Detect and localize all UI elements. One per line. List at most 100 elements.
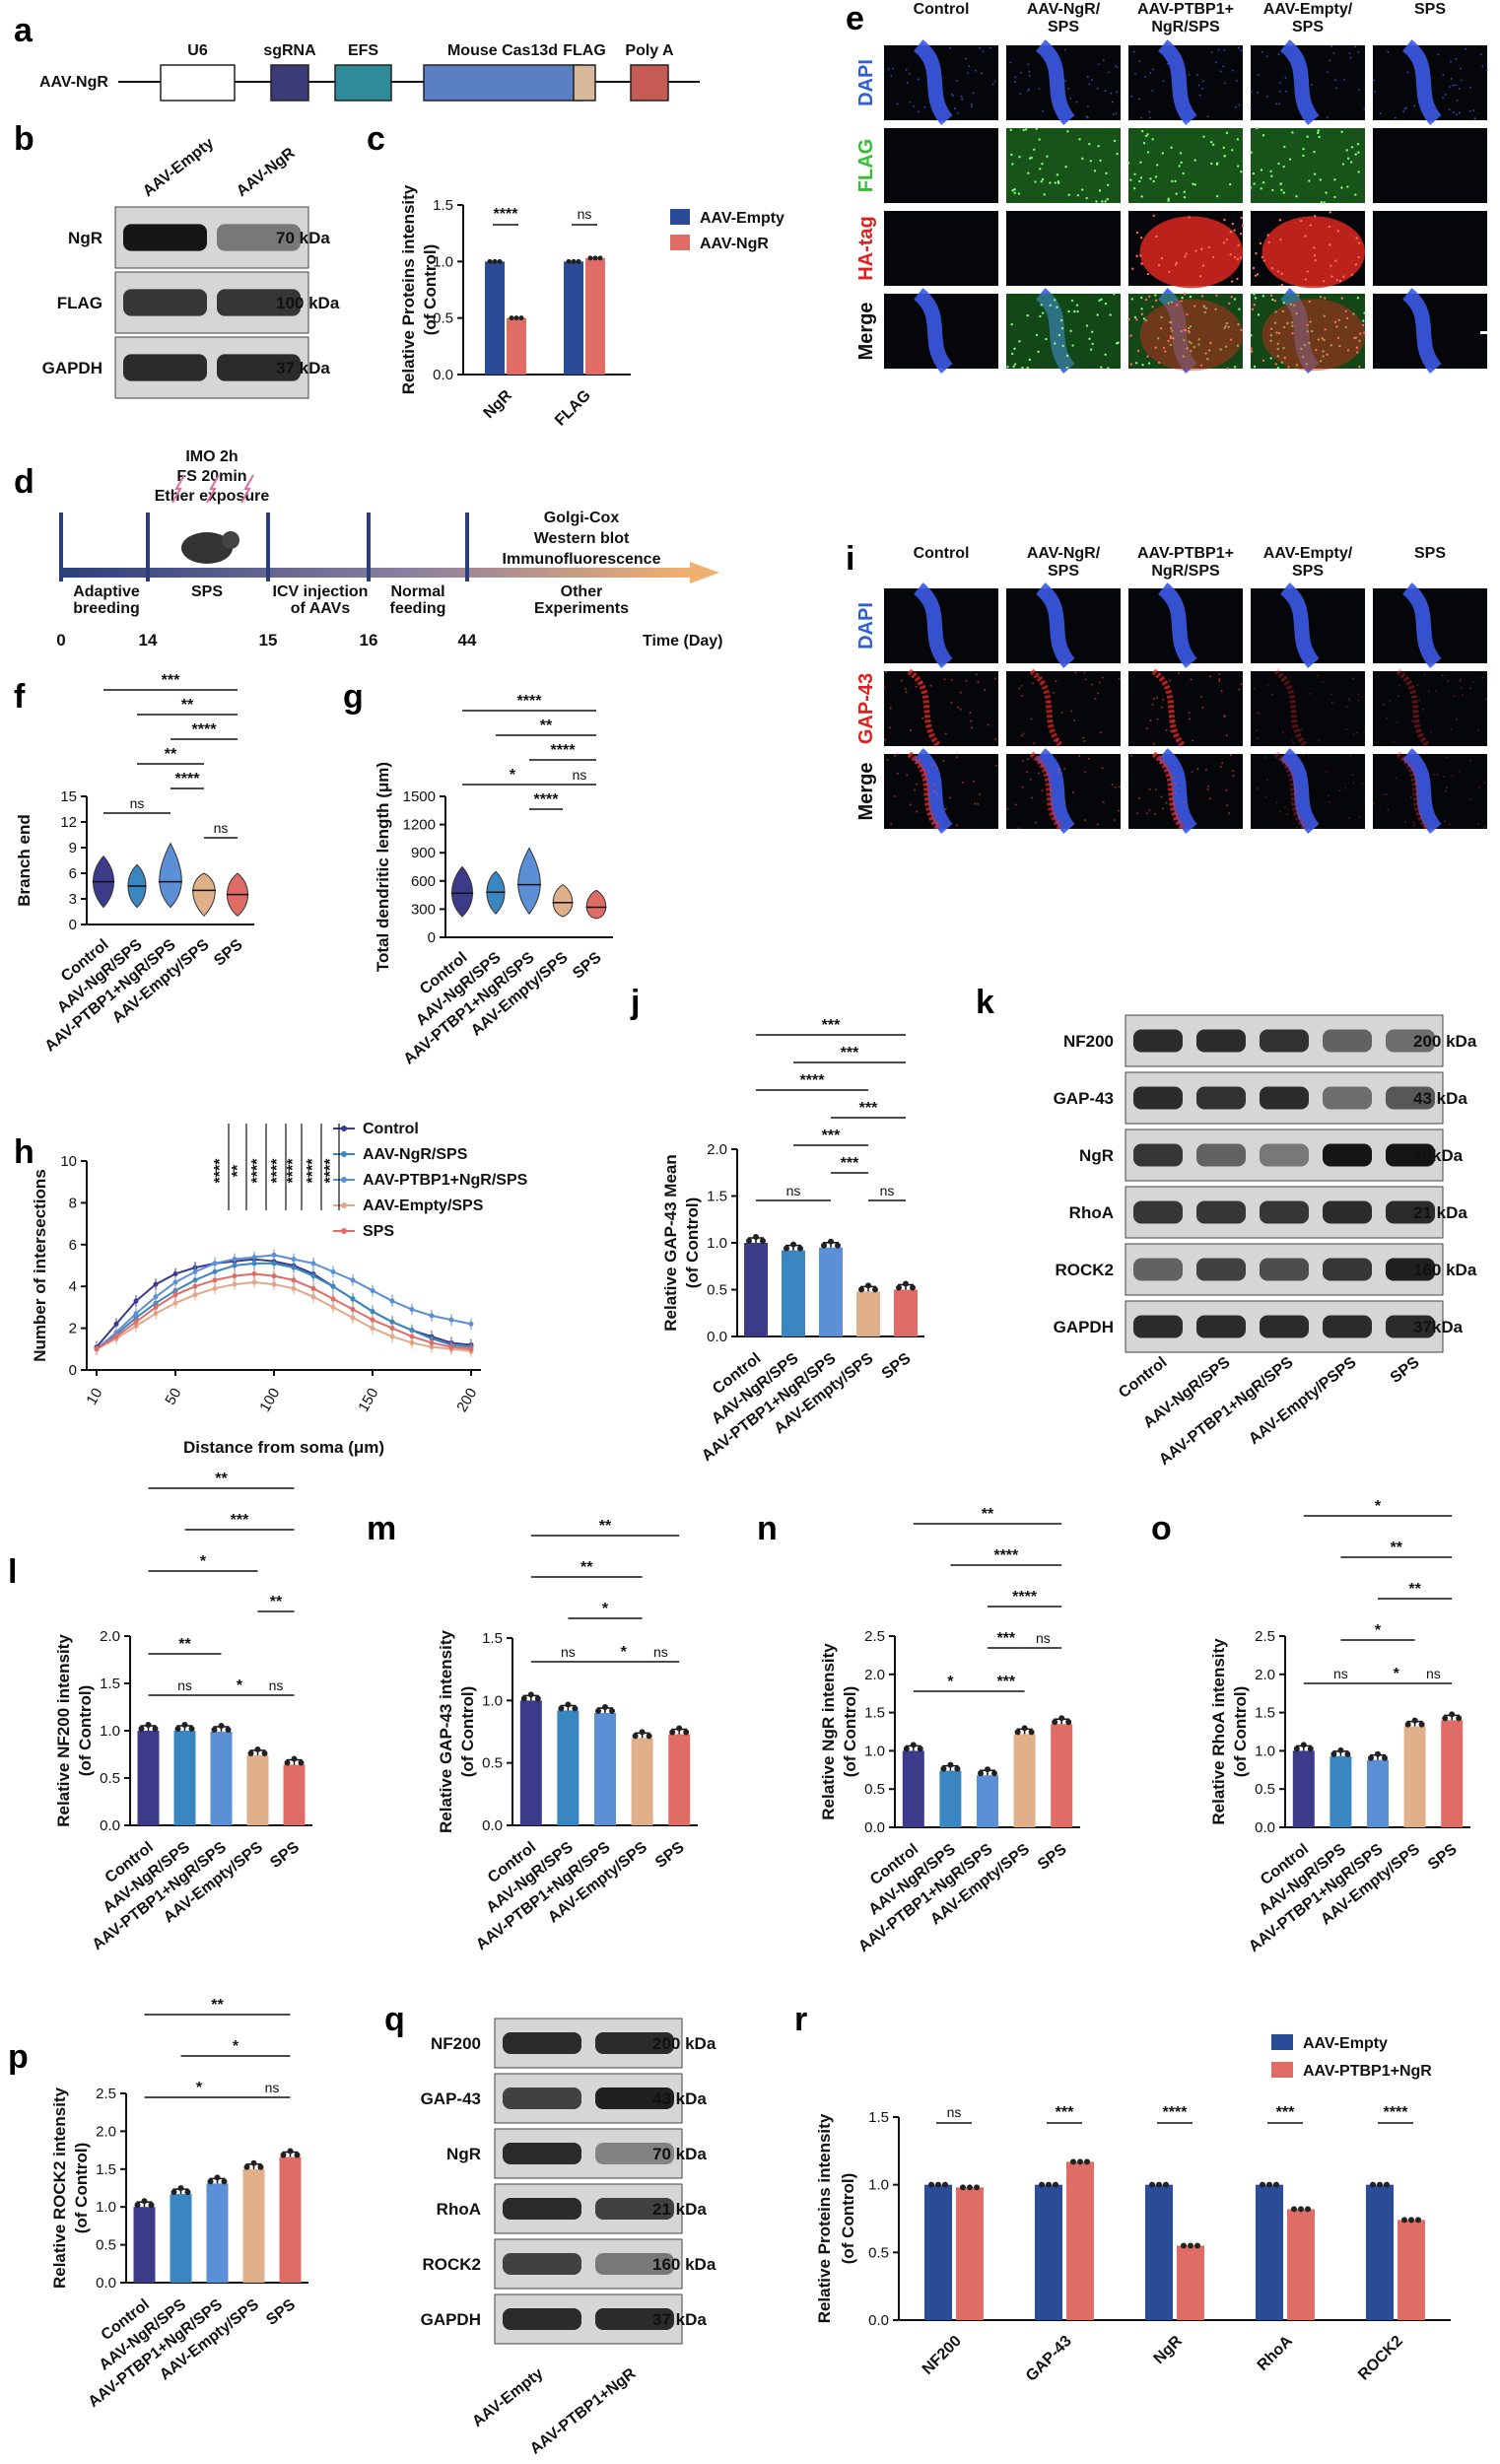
significance-label: ** [540,718,553,734]
timeline-axis-label: Time (Day) [643,633,723,650]
flag-puncta [1197,338,1200,341]
flag-puncta [1323,338,1326,342]
micrograph-cell [1128,668,1243,748]
ha-tag-puncta [1231,222,1235,226]
scale-bar [1480,331,1494,334]
dapi-nucleus [967,72,970,75]
bar [1330,1755,1352,1827]
data-point [587,255,593,261]
blot-row-label: GAPDH [421,2310,481,2329]
gap43-puncta [1206,785,1209,787]
y-tick-label: 1200 [403,817,436,834]
experiment-label: Golgi-Cox [544,510,620,526]
dapi-nucleus [1224,82,1226,85]
gap43-puncta [1084,771,1087,774]
gap43-signal [1396,751,1431,831]
flag-puncta [1316,131,1320,135]
flag-puncta [1104,353,1107,356]
gap43-puncta [915,685,918,688]
gap43-puncta [1416,684,1419,687]
data-point [207,2178,214,2185]
ha-tag-puncta [1338,279,1342,283]
blot-band [595,2198,674,2220]
gap43-puncta [1330,702,1333,705]
gap43-puncta [1151,703,1154,706]
data-point [1384,2181,1390,2188]
data-point [94,1346,100,1352]
gap43-puncta [1162,698,1165,701]
image-column-label-line: AAV-Empty/ [1263,545,1353,562]
gap43-puncta [1264,756,1267,759]
flag-puncta [1180,161,1183,165]
gap43-puncta [896,753,899,756]
dapi-nucleus [1335,87,1338,90]
blot-kda-label: 160 kDa [652,2255,716,2274]
dapi-nucleus [968,65,971,68]
data-point [170,2189,177,2196]
flag-puncta [1034,180,1037,183]
gap43-puncta [959,691,962,694]
dapi-nucleus [1460,79,1463,82]
blot-row-label: NgR [446,2145,481,2163]
dapi-nucleus [1144,76,1146,78]
ha-tag-puncta [1225,238,1229,241]
significance-label: *** [996,1630,1015,1647]
image-column-label-line: NgR/SPS [1151,563,1220,580]
ha-tag-puncta [1308,300,1311,304]
x-category-label: GAP-43 [1023,2333,1075,2385]
gap43-puncta [1429,730,1432,733]
flag-puncta [1274,310,1277,313]
dapi-nucleus [918,110,920,113]
timeline-segment-label-line: Adaptive [73,583,140,600]
flag-puncta [1357,171,1360,173]
dapi-nucleus [1046,49,1048,52]
flag-puncta [1317,129,1320,132]
significance-label: ** [599,1518,612,1535]
gap43-puncta [1035,821,1038,824]
x-tick-label: 50 [162,1386,184,1408]
construct-element-label: Mouse Cas13d [447,42,558,59]
x-category-label: SPS [263,2296,299,2329]
dapi-nucleus [1110,92,1113,95]
image-column-label: AAV-PTBP1+NgR/SPS [1137,545,1234,580]
image-column-label-line: SPS [1292,19,1324,35]
dapi-cell-layer [1279,582,1320,668]
gap43-puncta [1481,676,1484,679]
y-tick-label: 1.5 [707,1189,727,1205]
series-line [96,1258,472,1348]
micrograph-cell [1006,39,1121,125]
gap43-puncta [1290,738,1293,741]
flag-puncta [1012,365,1015,369]
gap43-puncta [1432,824,1435,827]
panel-label: k [976,984,994,1021]
image-column-label-line: AAV-PTBP1+ [1137,545,1234,562]
y-tick-label: 12 [60,814,77,831]
dapi-nucleus [953,107,956,109]
significance-label: * [602,1601,609,1617]
x-category-label: AAV-PTBP1+NgR/SPS [41,936,178,1056]
blot-row-label: GAPDH [42,359,102,377]
bar [1177,2245,1204,2320]
blot-row-label: GAPDH [1054,1318,1114,1336]
data-point [251,1270,257,1276]
data-point [271,1252,277,1258]
bar [279,2156,302,2283]
ha-tag-puncta [1333,320,1337,324]
gap43-puncta [890,822,893,825]
gap43-puncta [1357,699,1360,702]
gap43-puncta [1232,775,1235,778]
ha-tag-puncta [1328,225,1330,229]
gap43-puncta [1316,674,1319,677]
gap43-puncta [1204,769,1207,772]
micrograph-background [1006,671,1121,746]
y-tick-label: 1.0 [1255,1743,1275,1759]
data-point [492,258,498,264]
gap43-puncta [1098,681,1101,684]
image-row-label: DAPI [855,59,877,106]
gap43-puncta [1285,767,1288,770]
bar [210,1731,233,1825]
gap43-puncta [1455,718,1458,720]
